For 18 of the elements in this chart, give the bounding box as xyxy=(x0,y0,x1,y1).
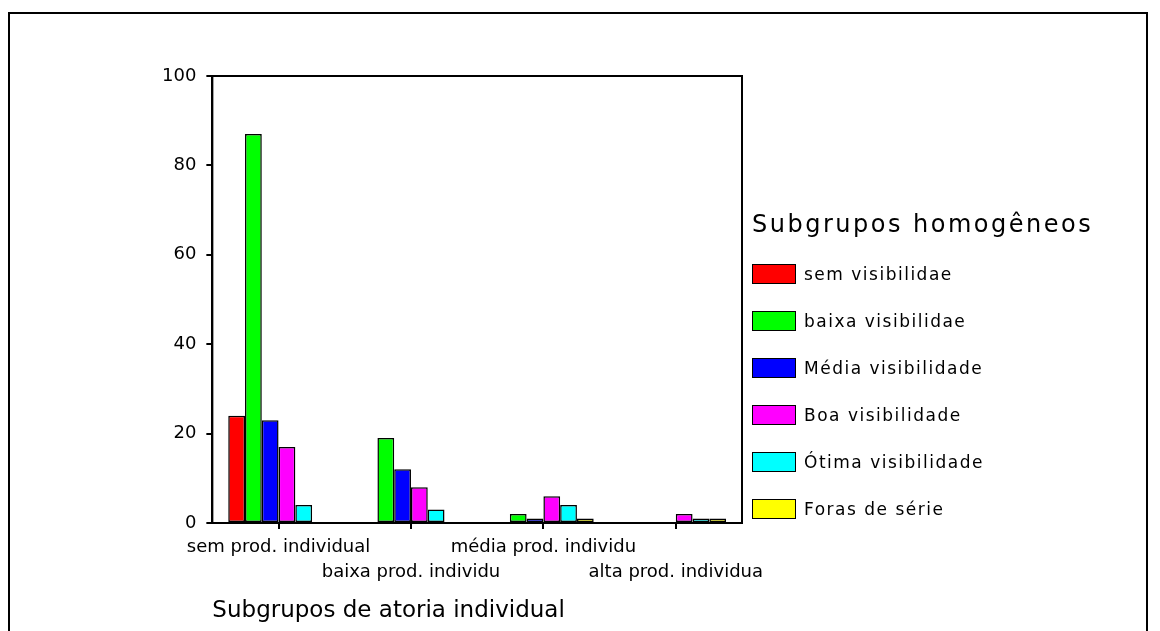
y-tick-label: 40 xyxy=(173,331,197,353)
legend-label: sem visibilidae xyxy=(804,264,953,284)
legend-label: baixa visibilidae xyxy=(804,311,967,331)
x-axis-title: Subgrupos de atoria individual xyxy=(212,596,565,623)
y-tick-label: 60 xyxy=(173,242,197,264)
legend-label: Foras de série xyxy=(804,499,945,519)
y-tick-label: 80 xyxy=(173,153,197,175)
legend-label: Média visibilidade xyxy=(804,358,984,378)
x-tick-label: alta prod. individua xyxy=(588,560,764,582)
x-tick-label: sem prod. individual xyxy=(186,535,371,557)
x-tick-label: média prod. individu xyxy=(450,535,637,557)
legend-label: Boa visibilidade xyxy=(804,405,962,425)
legend-title: Subgrupos homogêneos xyxy=(752,210,1094,238)
legend-label: Ótima visibilidade xyxy=(804,452,984,472)
x-tick-label: baixa prod. individu xyxy=(321,560,501,582)
y-tick-label: 100 xyxy=(162,63,197,85)
y-tick-label: 20 xyxy=(173,421,197,443)
y-tick-label: 0 xyxy=(184,510,197,532)
